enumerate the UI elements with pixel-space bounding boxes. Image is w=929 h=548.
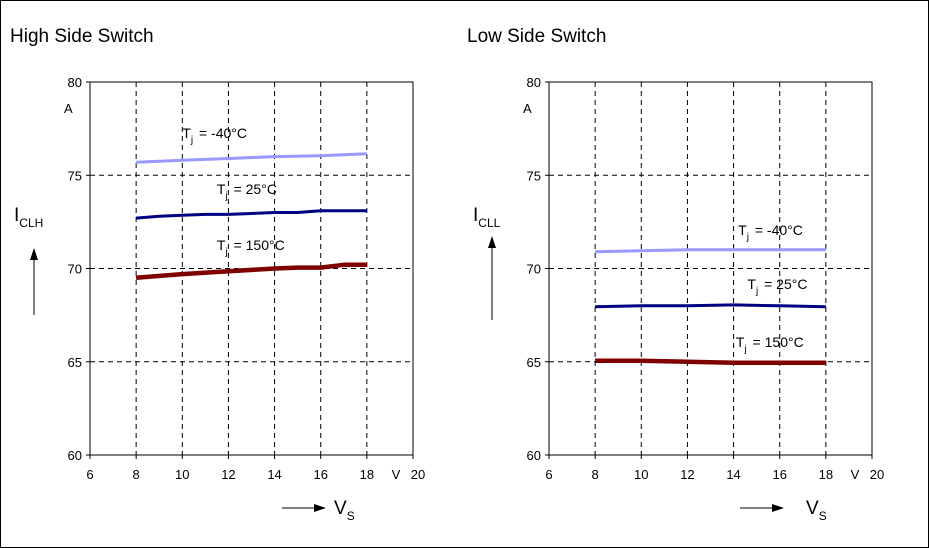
- series-line: [595, 358, 826, 365]
- x-tick-label: 8: [592, 467, 599, 482]
- curve-label: Tj = 25°C: [217, 181, 277, 202]
- x-tick-label: 6: [86, 467, 93, 482]
- x-tick-label: 12: [221, 467, 235, 482]
- x-tick-label: 18: [819, 467, 833, 482]
- x-tick-label: 10: [175, 467, 189, 482]
- chart-panel-1: High Side Switch 60 65 70 75 80 A 6 8 10 12 14 16 18 2…: [10, 26, 425, 523]
- y-tick-label: 70: [68, 262, 82, 277]
- series-line: [595, 248, 826, 254]
- y-tick-label: 75: [68, 168, 82, 183]
- x-unit-label: V: [392, 467, 401, 482]
- x-axis-arrow-head: [314, 504, 326, 512]
- y-tick-label: 65: [527, 355, 541, 370]
- y-unit-label: A: [523, 101, 532, 116]
- curve-label: Tj = 25°C: [747, 276, 807, 297]
- y-tick-label: 80: [68, 75, 82, 90]
- series-line: [135, 262, 367, 281]
- chart-title: Low Side Switch: [467, 26, 606, 47]
- x-axis-label: VS: [334, 498, 355, 523]
- y-axis-arrow-head: [488, 236, 496, 248]
- x-tick-label: 16: [772, 467, 786, 482]
- series-line: [136, 152, 367, 164]
- x-tick-label: 12: [680, 467, 694, 482]
- y-tick-label: 80: [527, 75, 541, 90]
- curve-label: Tj = -40°C: [738, 222, 803, 243]
- y-tick-label: 65: [68, 355, 82, 370]
- y-unit-label: A: [64, 101, 73, 116]
- x-tick-label: 6: [545, 467, 552, 482]
- y-axis-arrow-head: [30, 248, 38, 260]
- series-line: [595, 303, 826, 309]
- y-tick-label: 75: [527, 168, 541, 183]
- curve-label: Tj = 150°C: [736, 334, 804, 355]
- chart-panel-2: Low Side Switch 60 65 70 75 80 A 6 8 10 12 14 16 18 20…: [467, 26, 884, 523]
- curve-label: Tj = -40°C: [182, 125, 247, 146]
- x-tick-label: 20: [870, 467, 884, 482]
- x-axis-arrow-head: [772, 504, 784, 512]
- y-axis-label: ICLH: [14, 205, 43, 230]
- curve-label: Tj = 150°C: [217, 237, 285, 258]
- y-tick-label: 70: [527, 262, 541, 277]
- series-line: [135, 209, 367, 220]
- x-tick-label: 10: [634, 467, 648, 482]
- x-tick-label: 14: [267, 467, 281, 482]
- chart-title: High Side Switch: [10, 26, 154, 47]
- x-tick-label: 18: [360, 467, 374, 482]
- x-axis-label: VS: [806, 498, 827, 523]
- y-tick-label: 60: [68, 448, 82, 463]
- x-tick-label: 14: [726, 467, 740, 482]
- x-tick-label: 16: [313, 467, 327, 482]
- y-axis-label: ICLL: [473, 205, 501, 230]
- y-tick-label: 60: [527, 448, 541, 463]
- x-tick-label: 8: [133, 467, 140, 482]
- x-tick-label: 20: [411, 467, 425, 482]
- x-unit-label: V: [851, 467, 860, 482]
